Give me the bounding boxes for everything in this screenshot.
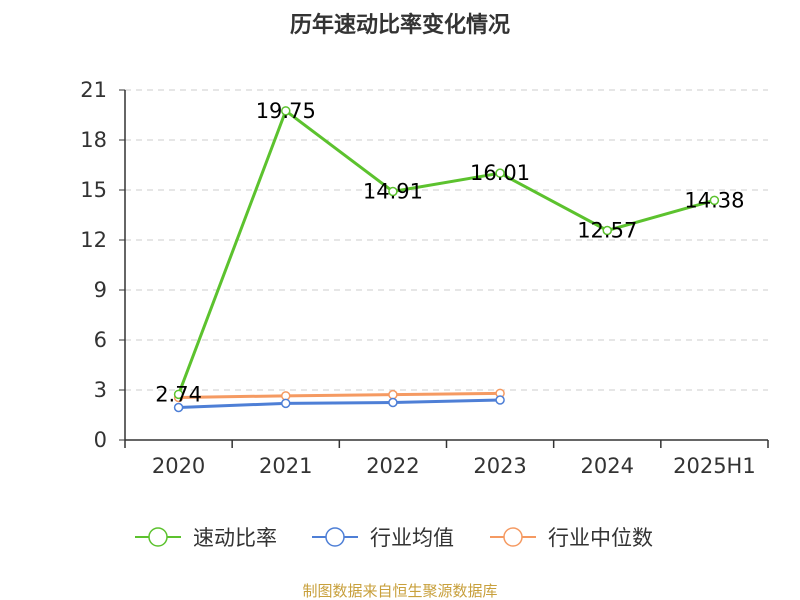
x-tick-label: 2023: [473, 454, 526, 478]
legend-marker: [503, 527, 523, 547]
x-tick-label: 2024: [581, 454, 634, 478]
x-tick-label: 2025H1: [673, 454, 756, 478]
chart-title: 历年速动比率变化情况: [290, 12, 510, 38]
data-label: 14.38: [684, 188, 744, 212]
data-label: 19.75: [256, 99, 316, 123]
data-point: [388, 186, 398, 197]
y-tick-label: 9: [94, 278, 107, 302]
series-line: [178, 391, 501, 399]
legend-label: 速动比率: [193, 526, 277, 550]
data-point: [709, 195, 720, 206]
y-tick-label: 18: [80, 128, 107, 152]
x-tick-label: 2022: [366, 454, 419, 478]
axes: 0 3 6 9 12 15 18 21 2020 2021 2022 2023 2024 2025H1: [80, 78, 769, 478]
y-tick-label: 6: [94, 328, 107, 352]
data-labels: 2.74 19.75 14.91 16.01 12.57 14.38: [155, 99, 744, 407]
legend: 速动比率 行业均值 行业中位数: [135, 526, 653, 550]
source-note: 制图数据来自恒生聚源数据库: [302, 582, 497, 600]
legend-label: 行业中位数: [548, 526, 653, 550]
data-point: [388, 389, 398, 400]
data-point: [388, 397, 398, 408]
data-point: [602, 225, 612, 236]
data-label: 2.74: [155, 382, 202, 406]
legend-marker: [325, 527, 345, 547]
data-label: 14.91: [363, 180, 423, 204]
data-point: [495, 168, 505, 178]
legend-label: 行业均值: [370, 526, 454, 550]
y-tick-label: 12: [80, 228, 107, 252]
data-label: 12.57: [577, 219, 637, 243]
series-layer: [173, 106, 720, 413]
y-tick-label: 0: [94, 428, 107, 452]
data-point: [173, 402, 184, 413]
x-tick-label: 2020: [152, 454, 205, 478]
x-tick-label: 2021: [259, 454, 312, 478]
data-point: [173, 389, 184, 400]
data-point: [281, 106, 291, 116]
gridlines: [125, 89, 768, 391]
series-line: [178, 398, 501, 409]
data-label: 16.01: [470, 161, 530, 185]
y-tick-label: 15: [80, 178, 107, 202]
data-point: [281, 398, 291, 409]
data-point: [495, 395, 505, 405]
y-tick-label: 21: [80, 78, 107, 102]
series-line: [177, 109, 715, 395]
y-tick-label: 3: [94, 378, 107, 402]
legend-marker: [148, 527, 168, 547]
